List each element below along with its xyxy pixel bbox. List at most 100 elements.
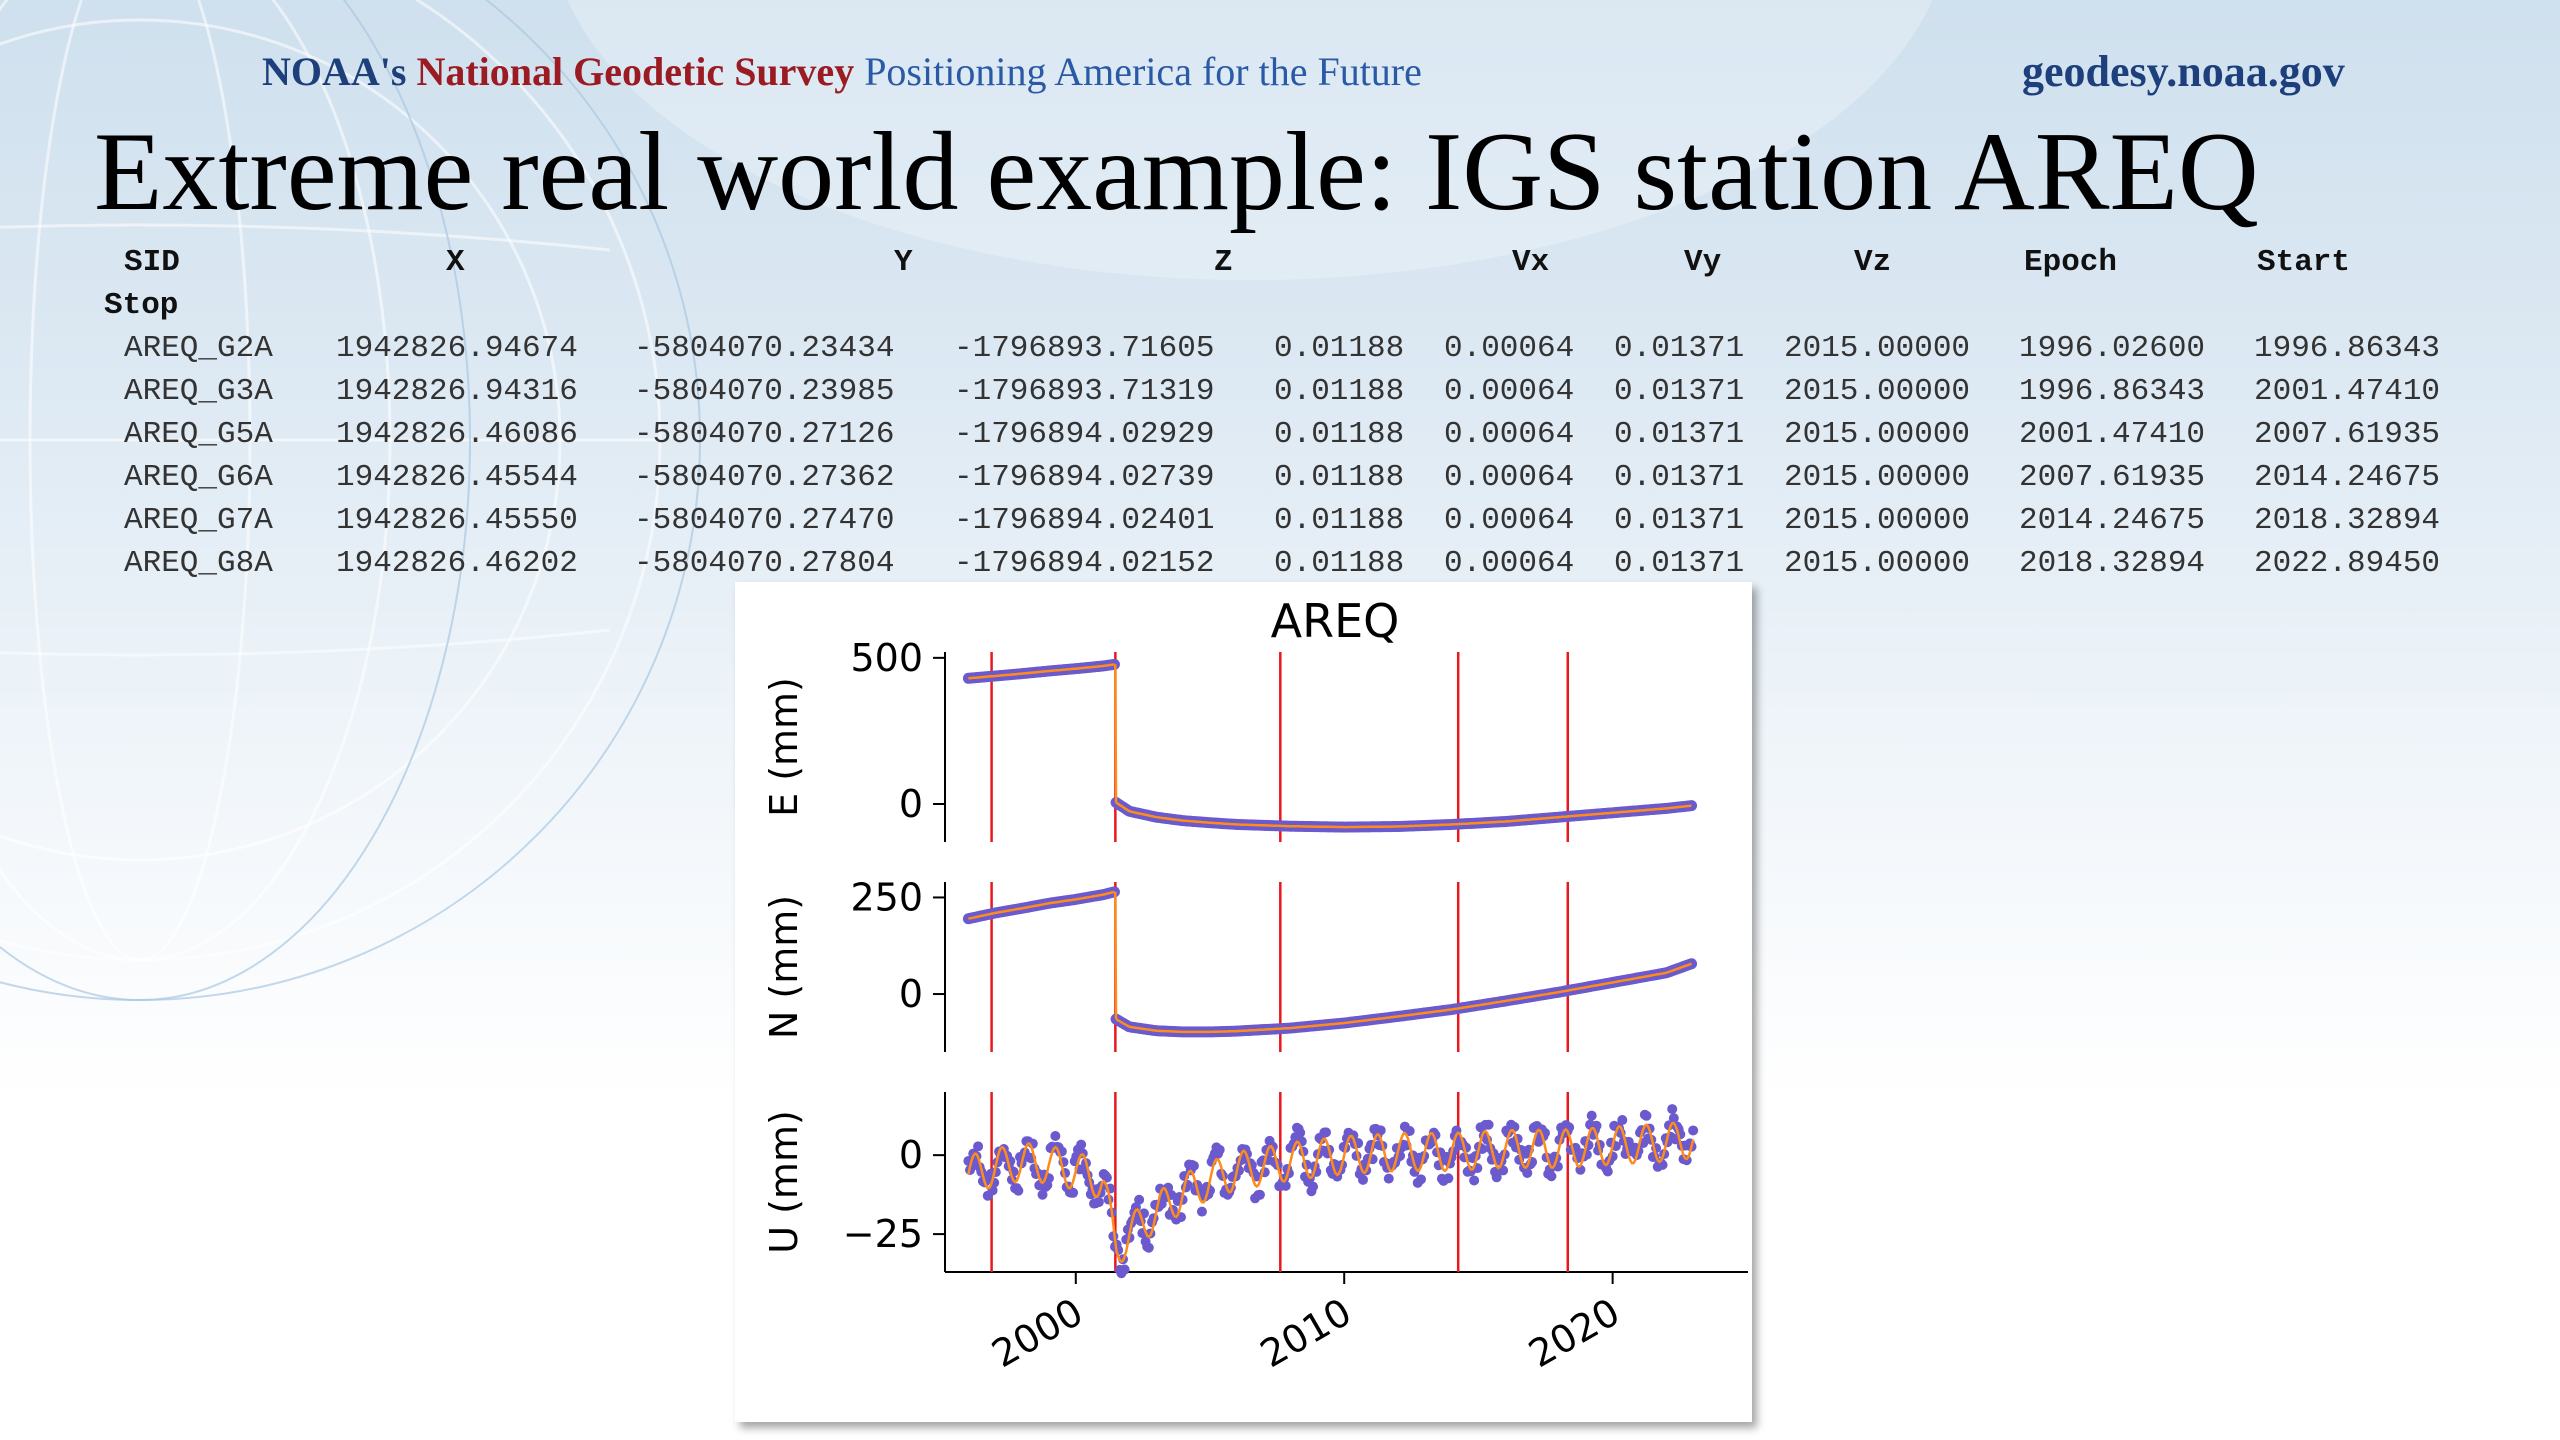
x-tick-label: 2000 xyxy=(985,1290,1091,1376)
org-prefix: NOAA's xyxy=(262,49,407,94)
data-point xyxy=(1214,1144,1225,1155)
model-line xyxy=(1115,801,1692,829)
data-point xyxy=(1383,1173,1394,1184)
table-cell: AREQ_G7A xyxy=(124,503,273,538)
data-point xyxy=(1308,1181,1319,1192)
table-cell: 0.00064 xyxy=(1444,417,1575,452)
table-cell: AREQ_G2A xyxy=(124,331,273,366)
table-cell: 2015.00000 xyxy=(1784,374,1971,409)
table-cell: 2018.32894 xyxy=(2019,546,2206,581)
data-point xyxy=(1358,1174,1368,1185)
table-cell: 2015.00000 xyxy=(1784,546,1971,581)
series-1 xyxy=(1110,958,1698,1038)
table-cell: 2015.00000 xyxy=(1784,460,1971,495)
table-cell: -5804070.23434 xyxy=(634,331,895,366)
data-point xyxy=(1602,1166,1613,1177)
series-0 xyxy=(962,658,1120,684)
data-point xyxy=(1093,1197,1104,1208)
table-cell: 1942826.94674 xyxy=(336,331,578,366)
model-line xyxy=(1115,962,1692,1034)
table-cell: 0.01188 xyxy=(1274,374,1405,409)
data-point xyxy=(1522,1167,1533,1178)
y-tick-label: 250 xyxy=(850,875,923,919)
data-point xyxy=(1143,1242,1154,1253)
table-cell: 0.00064 xyxy=(1444,460,1575,495)
table-cell: -5804070.27362 xyxy=(634,460,895,495)
table-cell: 2014.24675 xyxy=(2254,460,2441,495)
noaa-header: NOAA's National Geodetic Survey Position… xyxy=(262,48,1422,95)
table-cell: 0.00064 xyxy=(1444,546,1575,581)
data-point xyxy=(1668,1113,1679,1124)
table-cell: 0.01371 xyxy=(1614,460,1745,495)
data-point xyxy=(1415,1174,1426,1185)
data-point xyxy=(1101,1172,1112,1183)
data-point xyxy=(1483,1119,1494,1130)
col-header: X xyxy=(446,245,465,280)
data-point xyxy=(1641,1110,1652,1121)
data-point xyxy=(1546,1171,1557,1182)
y-tick-label: 0 xyxy=(899,782,923,826)
panel-0: 0 500 E (mm) xyxy=(762,636,1698,842)
chart-panel: AREQ 0 500 E (mm) 0 250 N (mm) −25 0 U (mm) 2000 2… xyxy=(735,582,1752,1422)
table-cell: 1996.86343 xyxy=(2254,331,2441,366)
table-cell: -1796894.02739 xyxy=(954,460,1215,495)
offset-jump-line xyxy=(1113,891,1118,1020)
table-cell: AREQ_G8A xyxy=(124,546,273,581)
y-tick-label: 0 xyxy=(899,972,923,1016)
table-cell: 0.01371 xyxy=(1614,503,1745,538)
table-cell: 2015.00000 xyxy=(1784,503,1971,538)
panel-2: −25 0 U (mm) xyxy=(762,1092,1748,1279)
data-point xyxy=(1686,958,1698,970)
panel-1: 0 250 N (mm) xyxy=(762,875,1698,1052)
table-cell: 1996.86343 xyxy=(2019,374,2206,409)
offset-jump-line xyxy=(1113,664,1118,803)
table-cell: 2018.32894 xyxy=(2254,503,2441,538)
data-point xyxy=(1188,1160,1199,1171)
data-point xyxy=(1134,1194,1145,1205)
table-cell: -5804070.27126 xyxy=(634,417,895,452)
table-cell: 0.00064 xyxy=(1444,374,1575,409)
col-header: Y xyxy=(894,245,913,280)
table-cell: 1942826.45550 xyxy=(336,503,578,538)
data-point xyxy=(973,1141,984,1152)
table-cell: 2001.47410 xyxy=(2254,374,2441,409)
y-tick-label: 500 xyxy=(850,636,923,680)
y-axis-label: U (mm) xyxy=(762,1110,806,1254)
data-point xyxy=(1404,1125,1415,1136)
chart-title: AREQ xyxy=(1271,594,1400,648)
col-header: Vx xyxy=(1512,245,1550,280)
table-cell: 2001.47410 xyxy=(2019,417,2206,452)
data-point xyxy=(1667,1104,1678,1115)
table-cell: 1996.02600 xyxy=(2019,331,2206,366)
table-cell: 1942826.94316 xyxy=(336,374,578,409)
col-header: Stop xyxy=(104,288,179,323)
table-cell: 0.01371 xyxy=(1614,331,1745,366)
col-header: Z xyxy=(1214,245,1233,280)
table-cell: -5804070.23985 xyxy=(634,374,895,409)
data-point xyxy=(1688,1125,1699,1136)
table-cell: 0.01188 xyxy=(1274,417,1405,452)
data-point xyxy=(1196,1206,1207,1217)
table-cell: 0.00064 xyxy=(1444,331,1575,366)
data-point xyxy=(1050,1131,1061,1142)
slide-title: Extreme real world example: IGS station … xyxy=(94,110,2259,234)
table-cell: 0.01371 xyxy=(1614,546,1745,581)
table-cell: 1942826.46202 xyxy=(336,546,578,581)
series-0 xyxy=(962,886,1120,925)
table-cell: 1942826.45544 xyxy=(336,460,578,495)
data-point xyxy=(1295,1127,1306,1138)
tagline: Positioning America for the Future xyxy=(864,49,1422,94)
table-cell: -1796894.02401 xyxy=(954,503,1215,538)
col-header: Vz xyxy=(1854,245,1892,280)
data-point xyxy=(1076,1139,1087,1150)
data-point xyxy=(1586,1110,1597,1121)
y-axis-label: E (mm) xyxy=(762,677,806,817)
table-cell: 0.01371 xyxy=(1614,374,1745,409)
x-tick-label: 2010 xyxy=(1253,1290,1359,1376)
table-cell: -1796893.71605 xyxy=(954,331,1215,366)
y-tick-label: −25 xyxy=(843,1212,923,1256)
website-link[interactable]: geodesy.noaa.gov xyxy=(2022,47,2345,96)
org-name: National Geodetic Survey xyxy=(416,49,855,94)
data-point xyxy=(1037,1189,1048,1200)
